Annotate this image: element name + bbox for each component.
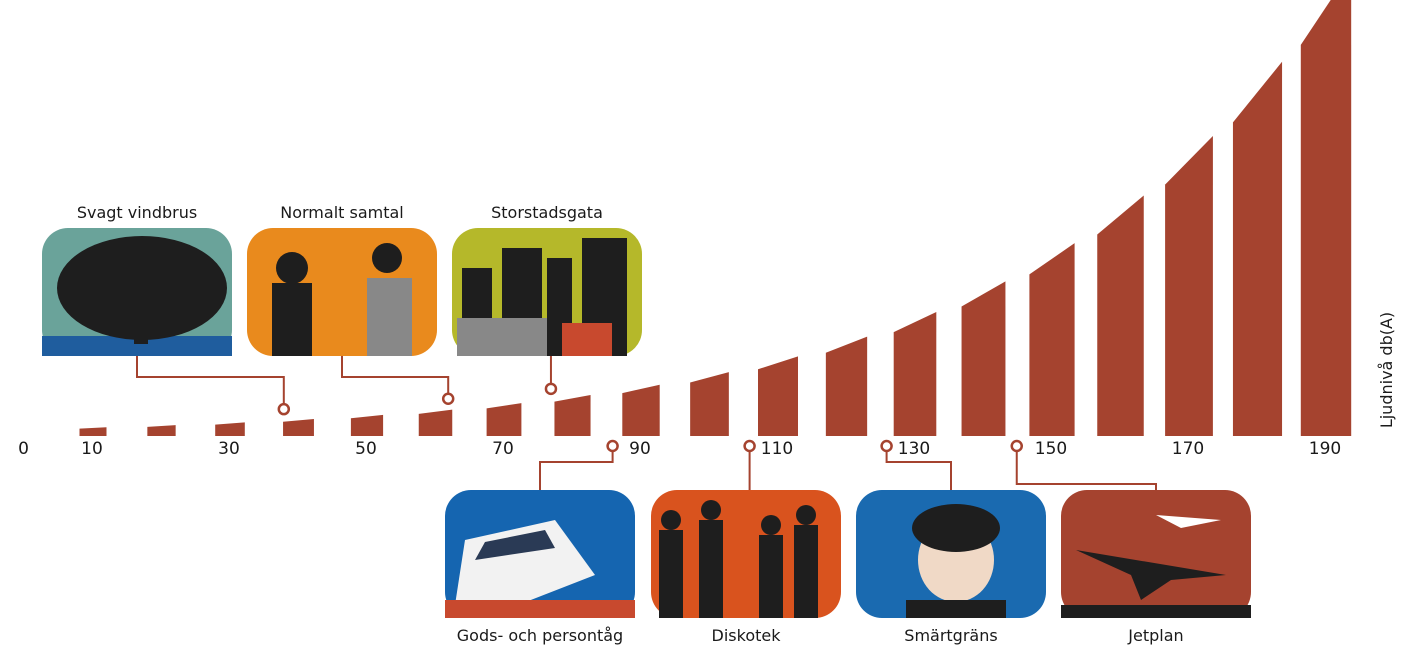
connector [540, 446, 613, 490]
x-tick-label: 70 [492, 439, 514, 459]
x-tick-label: 190 [1309, 439, 1341, 459]
head [372, 243, 402, 273]
x-tick-label: 50 [355, 439, 377, 459]
head [276, 252, 308, 284]
axis-label: Ljudnivå db(A) [1377, 312, 1396, 428]
bar [962, 281, 1006, 436]
person [272, 283, 312, 356]
skyline [1061, 605, 1251, 618]
bar [894, 312, 937, 436]
track [445, 600, 635, 618]
annotation-label: Gods- och persontåg [457, 626, 623, 645]
marker [745, 441, 755, 451]
bus [457, 318, 547, 356]
dancer [794, 525, 818, 618]
dancer [659, 530, 683, 618]
bar [80, 427, 107, 436]
body [906, 600, 1006, 618]
person [367, 278, 412, 356]
annotation-label: Jetplan [1127, 626, 1183, 645]
bar [690, 372, 729, 436]
callout: Gods- och persontåg [445, 441, 635, 645]
head [701, 500, 721, 520]
head [661, 510, 681, 530]
annotation-label: Smärtgräns [904, 626, 997, 645]
bar [554, 395, 590, 436]
annotation-label: Svagt vindbrus [77, 203, 197, 222]
x-tick-label: 0 [18, 439, 29, 459]
bar [1165, 136, 1213, 436]
x-tick-label: 10 [81, 439, 103, 459]
bar [1233, 62, 1282, 436]
x-tick-label: 90 [629, 439, 651, 459]
x-tick-label: 170 [1172, 439, 1204, 459]
callout: Jetplan [1012, 441, 1251, 645]
bar [1301, 0, 1351, 436]
x-tick-label: 110 [761, 439, 793, 459]
connector [137, 356, 284, 409]
head [761, 515, 781, 535]
marker [608, 441, 618, 451]
marker [882, 441, 892, 451]
dancer [699, 520, 723, 618]
bar [487, 403, 522, 436]
marker [443, 394, 453, 404]
marker [1012, 441, 1022, 451]
x-tick-label: 130 [898, 439, 930, 459]
bar [351, 415, 383, 436]
bar [826, 337, 867, 436]
bar [758, 356, 798, 436]
trunk [134, 308, 148, 344]
annotation-label: Diskotek [712, 626, 782, 645]
bar [622, 385, 659, 436]
callout: Diskotek [651, 441, 841, 645]
page: Ljudnivå db(A) 0 10 30 50 70 90 110 130 150 170 19… [0, 0, 1408, 647]
bar [215, 422, 245, 436]
bar [283, 419, 314, 436]
dancer [759, 535, 783, 618]
bar [1097, 195, 1144, 436]
bar [1029, 243, 1074, 436]
annotation-label: Normalt samtal [280, 203, 404, 222]
marker [546, 384, 556, 394]
x-tick-label: 150 [1035, 439, 1067, 459]
bar [147, 425, 175, 436]
callout: Storstadsgata [452, 203, 642, 394]
annotation-label: Storstadsgata [491, 203, 603, 222]
chart: Ljudnivå db(A) 0 10 30 50 70 90 110 130 150 170 19… [0, 0, 1408, 647]
head [796, 505, 816, 525]
hair [912, 504, 1000, 552]
callout: Normalt samtal [247, 203, 453, 404]
marker [279, 404, 289, 414]
bar [419, 410, 453, 436]
people [562, 323, 612, 356]
connector [342, 356, 448, 399]
x-tick-label: 30 [218, 439, 240, 459]
